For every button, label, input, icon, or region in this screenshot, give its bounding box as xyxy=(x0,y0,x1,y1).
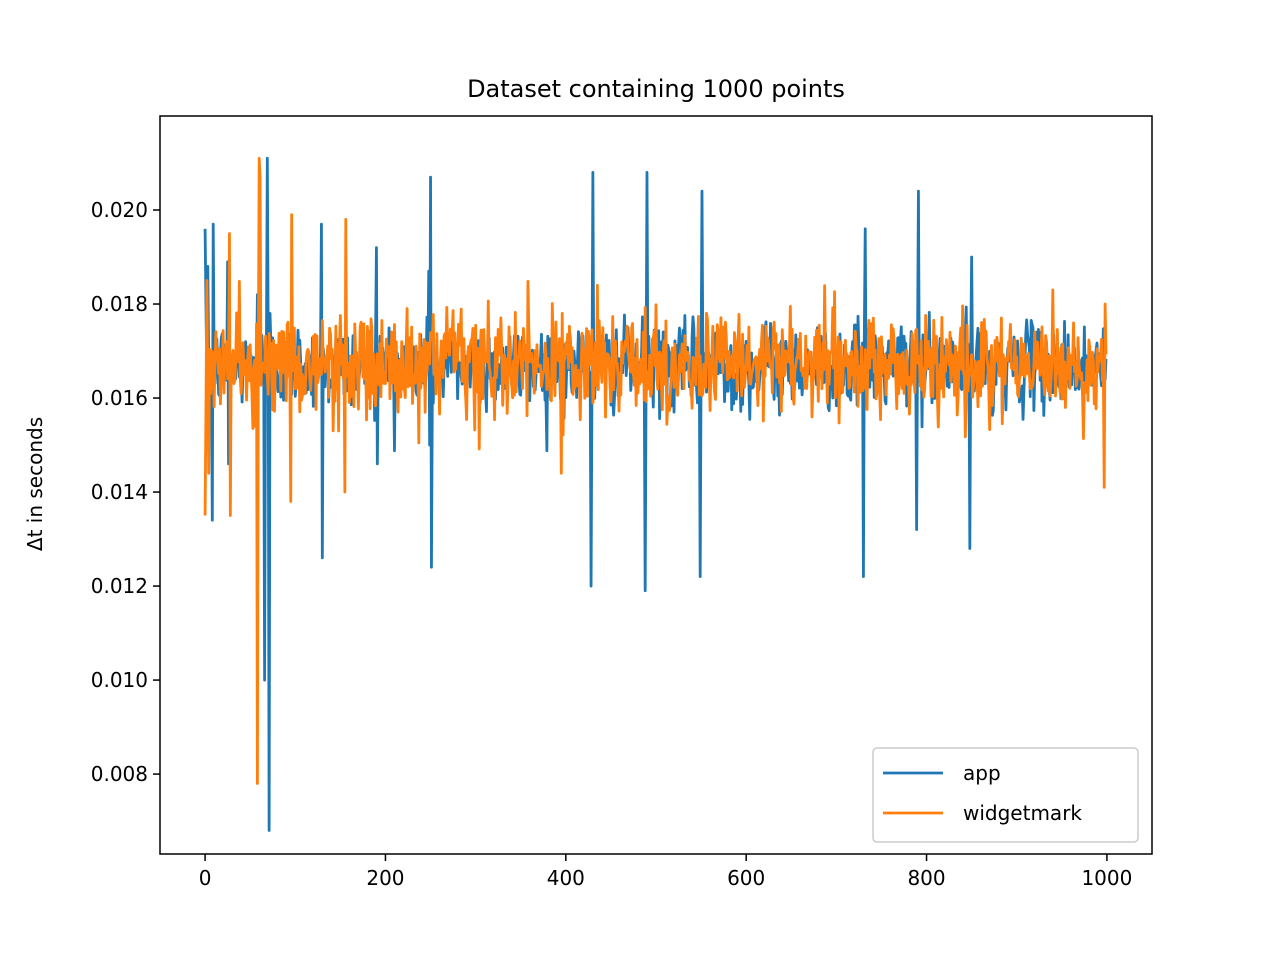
x-tick-label: 1000 xyxy=(1081,866,1132,890)
legend-box xyxy=(872,747,1139,843)
y-tick-label: 0.016 xyxy=(91,386,148,410)
x-tick-label: 600 xyxy=(727,866,765,890)
legend-label-widgetmark: widgetmark xyxy=(963,801,1082,825)
x-tick-label: 200 xyxy=(366,866,404,890)
legend-label-app: app xyxy=(963,761,1001,785)
y-tick-label: 0.012 xyxy=(91,574,148,598)
y-tick-label: 0.010 xyxy=(91,668,148,692)
y-tick-label: 0.020 xyxy=(91,198,148,222)
legend: app widgetmark xyxy=(872,747,1139,843)
y-axis: 0.008 0.010 0.012 0.014 0.016 0.018 0.020 xyxy=(91,198,160,786)
x-axis: 0 200 400 600 800 1000 xyxy=(199,854,1132,890)
y-tick-label: 0.008 xyxy=(91,762,148,786)
chart-title: Dataset containing 1000 points xyxy=(467,75,845,103)
x-tick-label: 400 xyxy=(547,866,585,890)
y-axis-label: Δt in seconds xyxy=(23,417,47,551)
plot-frame xyxy=(159,115,1153,855)
x-tick-label: 800 xyxy=(907,866,945,890)
series-line-widgetmark xyxy=(203,156,1108,785)
x-tick-label: 0 xyxy=(199,866,212,890)
y-tick-label: 0.018 xyxy=(91,292,148,316)
y-tick-label: 0.014 xyxy=(91,480,148,504)
plot-area xyxy=(203,156,1108,832)
